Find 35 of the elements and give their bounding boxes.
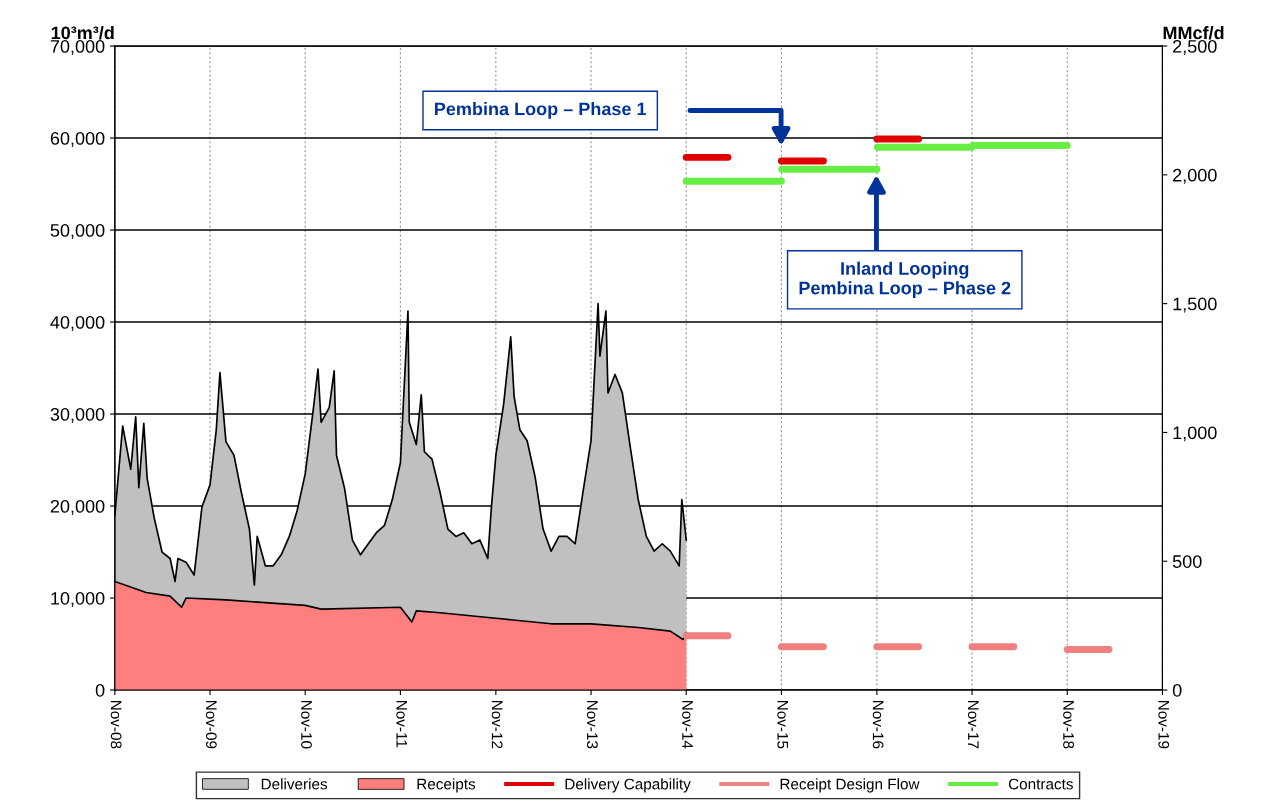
y-tick-label: 30,000	[50, 407, 105, 423]
legend-label: Contracts	[1008, 778, 1073, 790]
x-tick-label: Nov-09	[205, 701, 217, 749]
y-tick-label: 60,000	[50, 131, 105, 147]
x-tick-label: Nov-11	[396, 701, 407, 748]
y-tick-label: 50,000	[50, 223, 105, 239]
legend-label: Delivery Capability	[565, 778, 691, 793]
y2-tick-label: 1,500	[1173, 297, 1217, 313]
legend-label: Deliveries	[261, 778, 328, 790]
annotation: Inland Looping Pembina Loop – Phase 2	[799, 261, 1011, 298]
y2-axis-title: MMcf/d	[1163, 26, 1224, 40]
x-tick-label: Nov-14	[682, 701, 693, 749]
annotation: Pembina Loop – Phase 1	[435, 102, 647, 119]
y-tick-label: 20,000	[50, 499, 105, 515]
legend-label: Receipt Design Flow	[780, 778, 920, 793]
x-tick-label: Nov-16	[872, 701, 884, 749]
y-tick-label: 0	[95, 683, 105, 697]
y-tick-label: 40,000	[50, 315, 105, 331]
y2-tick-label: 500	[1172, 555, 1202, 568]
x-tick-label: Nov-08	[110, 701, 122, 749]
x-tick-label: Nov-19	[1158, 701, 1170, 749]
x-tick-label: Nov-17	[967, 701, 979, 749]
legend-label: Receipts	[417, 778, 476, 793]
y-tick-label: 70,000	[50, 39, 105, 55]
y2-tick-label: 2,500	[1173, 39, 1217, 55]
x-tick-label: Nov-15	[777, 701, 788, 749]
x-tick-label: Nov-13	[586, 701, 598, 749]
y2-tick-label: 2,000	[1173, 168, 1217, 184]
y-axis-title: 10³m³/d	[51, 26, 114, 40]
x-tick-label: Nov-10	[301, 701, 312, 749]
x-tick-label: Nov-12	[491, 701, 503, 749]
y2-tick-label: 1,000	[1173, 426, 1217, 442]
y-tick-label: 10,000	[51, 591, 105, 607]
x-tick-label: Nov-18	[1063, 701, 1074, 749]
y2-tick-label: 0	[1172, 683, 1182, 697]
